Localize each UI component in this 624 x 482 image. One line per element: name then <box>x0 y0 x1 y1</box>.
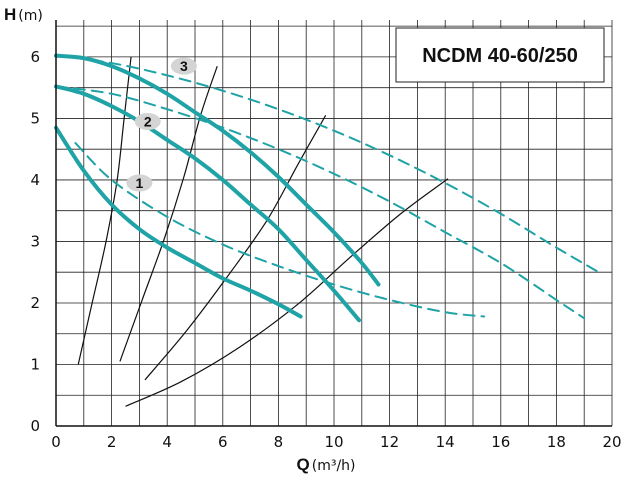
curve-badge-2: 2 <box>134 113 161 130</box>
pump-curve-2 <box>54 84 362 323</box>
x-tick-label: 20 <box>602 433 621 451</box>
curve-badges: 1 2 3 <box>126 57 197 192</box>
chart-title: NCDM 40-60/250 <box>422 45 578 67</box>
y-tick-label: 0 <box>30 417 40 435</box>
badge-ellipse <box>126 174 153 192</box>
curve-badge-1: 1 <box>126 174 153 192</box>
x-tick-label: 2 <box>107 433 117 451</box>
x-tick-label: 8 <box>274 433 284 451</box>
y-axis-label: H (m) <box>4 5 43 24</box>
badge-label: 2 <box>144 114 152 130</box>
x-tick-label: 4 <box>162 433 172 451</box>
badge-label: 1 <box>136 175 144 191</box>
y-axis-letter: H <box>4 5 16 24</box>
pump-curve-1 <box>54 125 303 319</box>
y-tick-label: 6 <box>30 48 40 66</box>
badge-ellipse <box>134 113 161 130</box>
pump-curve-3-dashed <box>55 54 602 275</box>
y-tick-label: 5 <box>30 109 40 127</box>
pump-curve-3 <box>54 53 381 287</box>
title-box <box>395 27 605 83</box>
y-tick-label: 4 <box>30 171 40 189</box>
axes <box>55 20 612 427</box>
curve-badge-3: 3 <box>170 57 197 75</box>
x-axis-unit: (m³/h) <box>312 458 356 474</box>
badge-ellipse <box>170 57 197 75</box>
x-tick-label: 10 <box>324 433 343 451</box>
y-tick-label: 1 <box>30 355 40 373</box>
x-tick-label: 6 <box>218 433 228 451</box>
system-curve <box>125 178 449 407</box>
x-axis-label: Q (m³/h) <box>297 455 356 474</box>
x-tick-label: 16 <box>491 433 510 451</box>
x-tick-label: 0 <box>51 433 61 451</box>
y-axis-unit: (m) <box>18 8 43 24</box>
x-axis-letter: Q <box>297 455 310 474</box>
x-tick-label: 14 <box>436 433 455 451</box>
pump-curve-2-dashed <box>55 85 586 320</box>
pump-curve-1-dashed <box>74 142 486 318</box>
x-tick-label: 18 <box>547 433 566 451</box>
badge-label: 3 <box>180 58 188 74</box>
x-tick-label: 12 <box>380 433 399 451</box>
y-tick-label: 2 <box>30 294 40 312</box>
system-curve <box>144 115 327 381</box>
y-tick-label: 3 <box>30 232 40 250</box>
curves <box>54 53 602 407</box>
